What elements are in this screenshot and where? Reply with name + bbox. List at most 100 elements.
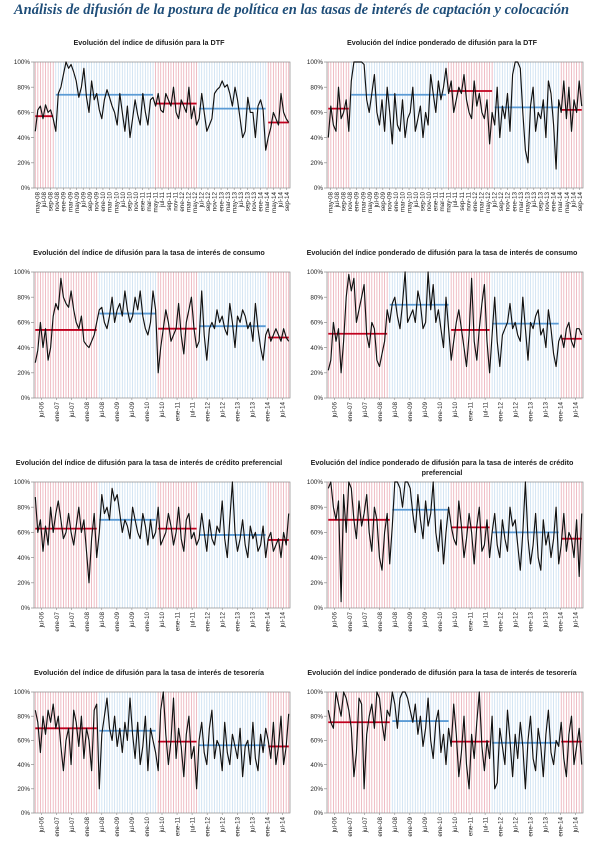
x-tick-label: jul-13 bbox=[250, 612, 257, 629]
x-tick-label: jul-10 bbox=[159, 402, 166, 419]
x-tick-label: sep-11 bbox=[166, 192, 173, 211]
x-tick-label: ene-09 bbox=[114, 402, 121, 422]
x-tick-label: jul-13 bbox=[543, 612, 550, 629]
x-tick-label: ene-13 bbox=[527, 612, 534, 632]
y-tick-label: 20% bbox=[310, 370, 323, 377]
series-line bbox=[327, 61, 583, 170]
x-tick-label: mar-14 bbox=[264, 192, 271, 212]
x-tick-label: nov-11 bbox=[465, 192, 472, 211]
y-tick-label: 80% bbox=[310, 294, 323, 301]
chart-dtf-ponderado-svg: 100%80%60%40%20%0%may-08 jul-08 sep-08 nov-… bbox=[307, 59, 584, 213]
y-tick-label: 100% bbox=[307, 59, 324, 66]
y-tick-label: 100% bbox=[14, 689, 31, 696]
x-tick-label: sep-09 bbox=[87, 192, 94, 212]
x-tick-label: jul-07 bbox=[362, 817, 369, 834]
series-line bbox=[34, 481, 290, 584]
x-tick-label: jul-14 bbox=[280, 402, 287, 419]
x-tick-label: ene-14 bbox=[258, 192, 265, 212]
x-tick-label: ene-14 bbox=[558, 402, 565, 422]
y-tick-label: 60% bbox=[310, 110, 323, 117]
y-tick-label: 40% bbox=[310, 762, 323, 769]
chart-title: Evolución del índice ponderado de difusi… bbox=[307, 668, 577, 677]
x-tick-label: ene-14 bbox=[265, 612, 272, 632]
x-tick-label: ene-10 bbox=[437, 612, 444, 632]
x-tick-label: ene-12 bbox=[204, 817, 211, 837]
x-tick-label: sep-12 bbox=[498, 192, 505, 212]
y-tick-label: 40% bbox=[310, 555, 323, 562]
chart-panel-consumo: Evolución del índice de difusión para la… bbox=[4, 248, 294, 448]
chart-title: Evolución del índice de difusión para la… bbox=[33, 248, 265, 257]
y-tick-label: 0% bbox=[314, 810, 324, 817]
x-tick-label: jul-12 bbox=[512, 402, 519, 419]
x-tick-label: ene-08 bbox=[377, 612, 384, 632]
x-tick-label: ene-09 bbox=[61, 192, 68, 212]
x-tick-label: nov-12 bbox=[505, 192, 512, 212]
x-tick-label: jul-11 bbox=[189, 402, 196, 418]
chart-title: Evolución del índice de difusión para la… bbox=[15, 458, 283, 467]
x-tick-label: nov-12 bbox=[212, 192, 219, 212]
x-tick-label: jul-07 bbox=[362, 402, 369, 419]
x-tick-label: nov-10 bbox=[426, 192, 433, 212]
x-tick-label: jul-06 bbox=[39, 817, 46, 834]
chart-panel-tesoreria: Evolución del índice de difusión para la… bbox=[4, 668, 294, 868]
x-tick-label: may-12 bbox=[485, 192, 492, 213]
y-tick-label: 80% bbox=[17, 504, 30, 511]
x-tick-label: sep-10 bbox=[126, 192, 133, 212]
x-tick-label: ene-09 bbox=[407, 612, 414, 632]
x-tick-label: mar-10 bbox=[400, 192, 407, 212]
y-tick-label: 60% bbox=[17, 320, 30, 327]
y-tick-label: 60% bbox=[310, 320, 323, 327]
x-tick-label: jul-07 bbox=[69, 817, 76, 834]
x-tick-label: ene-12 bbox=[204, 612, 211, 632]
x-tick-label: nov-13 bbox=[544, 192, 551, 212]
chart-credito-preferencial-ponderado-svg: 100% 80% 60% 40% 20% 0% jul-06 ene-07 jul-07 ene-… bbox=[307, 479, 584, 632]
x-tick-label: jul-06 bbox=[332, 612, 339, 629]
x-tick-label: ene-10 bbox=[144, 612, 151, 632]
y-tick-label: 40% bbox=[17, 345, 30, 352]
y-tick-label: 40% bbox=[310, 345, 323, 352]
x-tick-label: ene-12 bbox=[497, 612, 504, 632]
series-line bbox=[327, 271, 583, 374]
x-tick-label: ene-13 bbox=[234, 817, 241, 837]
y-tick-label: 80% bbox=[17, 713, 30, 720]
x-tick-label: jul-10 bbox=[413, 192, 420, 209]
x-tick-label: jul-11 bbox=[482, 817, 489, 833]
x-tick-label: mar-09 bbox=[360, 192, 367, 212]
x-tick-label: ene-12 bbox=[179, 192, 186, 212]
x-tick-label: ene-11 bbox=[467, 612, 474, 632]
x-tick-label: ene-10 bbox=[437, 402, 444, 422]
chart-credito-preferencial-svg: 100% 80% 60% 40% 20% 0% jul-06 ene-07 jul-07 ene-… bbox=[14, 479, 291, 632]
y-tick-label: 0% bbox=[21, 810, 31, 817]
y-tick-label: 80% bbox=[17, 84, 30, 91]
x-tick-label: mar-09 bbox=[67, 192, 74, 212]
chart-consumo-ponderado-svg: 100% 80% 60% 40% 20% 0% jul-06 ene-07 jul-07 ene-… bbox=[307, 269, 584, 422]
x-tick-label: jul-10 bbox=[452, 402, 459, 419]
x-tick-label: jul-14 bbox=[573, 817, 580, 834]
x-tick-label: jul-10 bbox=[159, 612, 166, 629]
chart-tesoreria-svg: 100% 80% 60% 40% 20% 0% jul-06 ene-07 jul-07 ene-… bbox=[14, 689, 291, 837]
x-tick-label: jul-08 bbox=[392, 402, 399, 419]
y-tick-label: 0% bbox=[314, 395, 324, 402]
x-tick-label: jul-13 bbox=[543, 402, 550, 419]
x-tick-label: sep-12 bbox=[205, 192, 212, 212]
x-tick-label: mar-14 bbox=[557, 192, 564, 212]
x-tick-label: mar-12 bbox=[478, 192, 485, 212]
x-tick-label: ene-09 bbox=[114, 612, 121, 632]
x-tick-label: jul-06 bbox=[39, 612, 46, 629]
y-tick-label: 0% bbox=[21, 395, 31, 402]
x-tick-label: nov-13 bbox=[251, 192, 258, 212]
x-tick-label: jul-14 bbox=[573, 402, 580, 419]
x-tick-label: ene-10 bbox=[100, 192, 107, 212]
y-tick-label: 60% bbox=[17, 738, 30, 745]
x-tick-label: may-09 bbox=[367, 192, 374, 213]
y-tick-label: 80% bbox=[310, 504, 323, 511]
chart-panel-credito-preferencial: Evolución del índice de difusión para la… bbox=[4, 458, 294, 658]
x-tick-label: jul-12 bbox=[492, 192, 499, 209]
x-tick-label: ene-11 bbox=[174, 402, 181, 422]
x-tick-label: jul-14 bbox=[277, 192, 284, 209]
y-tick-label: 20% bbox=[310, 786, 323, 793]
x-tick-label: ene-08 bbox=[377, 817, 384, 837]
x-tick-label: jul-09 bbox=[422, 612, 429, 629]
x-tick-label: ene-08 bbox=[84, 402, 91, 422]
x-tick-label: jul-11 bbox=[482, 612, 489, 628]
